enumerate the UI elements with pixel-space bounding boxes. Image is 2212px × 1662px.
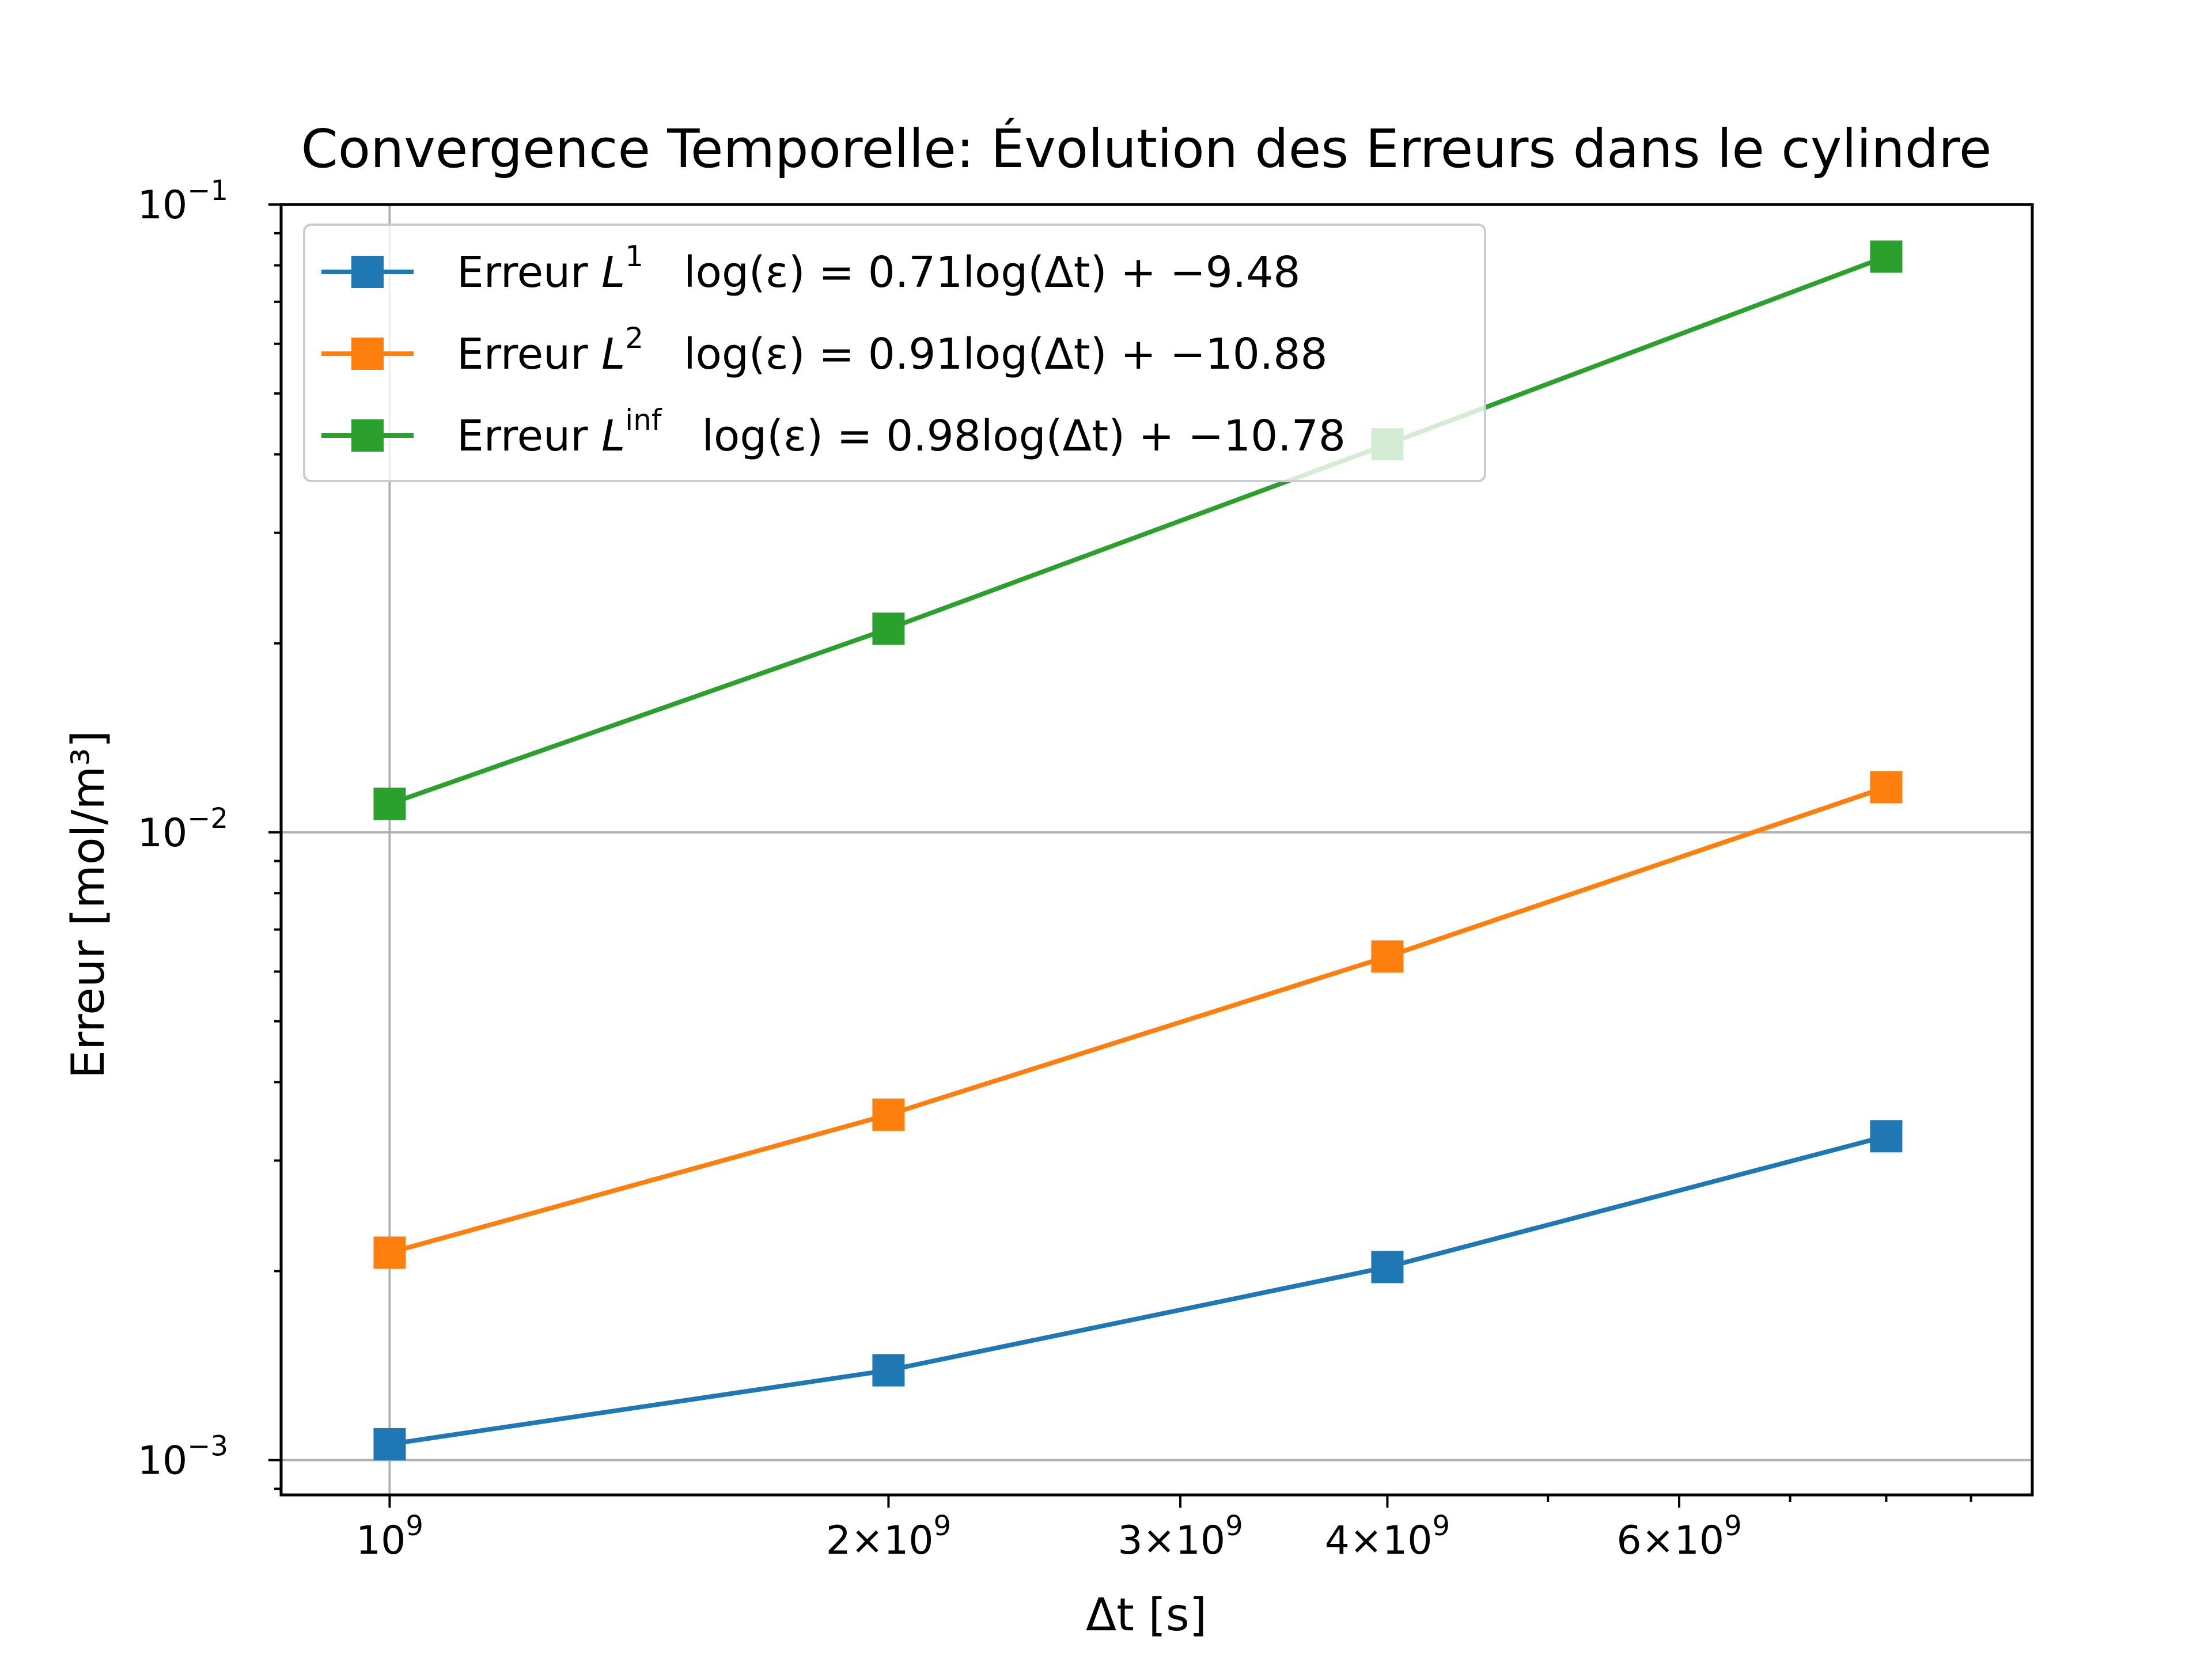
x-tick-label: 4×109 [1325,1510,1450,1563]
legend-fit: log(ε) = 0.98log(Δt) + −10.78 [702,411,1345,461]
data-point [373,1236,406,1269]
x-tick-mantissa: 6 [1616,1518,1641,1563]
data-point [872,1354,905,1387]
legend: Erreur L1 log(ε) = 0.71log(Δt) + −9.48Err… [303,224,1486,482]
x-tick-label: 109 [356,1510,423,1563]
chart-title: Convergence Temporelle: Évolution des Er… [301,118,1991,180]
legend-prefix: Erreur [457,411,601,461]
legend-label: Erreur L2 log(ε) = 0.91log(Δt) + −10.88 [457,321,1328,379]
legend-superscript: 1 [625,240,643,273]
data-point [872,612,905,645]
series-line [389,785,1887,1255]
legend-variable: L [601,248,625,297]
data-point [1870,771,1903,804]
x-tick-mantissa: 2 [826,1518,851,1563]
data-point [1371,940,1404,973]
x-tick-base: ×10 [1350,1518,1433,1563]
legend-prefix: Erreur [457,248,601,297]
legend-swatch-marker [351,419,384,452]
y-tick-base: 10 [138,811,188,856]
y-tick-base: 10 [138,183,188,228]
y-tick-label: 10−2 [138,802,228,856]
x-tick-base: ×10 [1642,1518,1725,1563]
plot-frame [279,203,2034,1497]
series-layer [373,240,1903,1460]
x-tick-base: ×10 [1143,1518,1226,1563]
x-tick-exponent: 9 [1225,1510,1243,1542]
legend-swatch-marker [351,256,384,288]
x-tick-label: 3×109 [1118,1510,1243,1563]
y-tick-exponent: −3 [187,1430,228,1463]
legend-item: Erreur L2 log(ε) = 0.91log(Δt) + −10.88 [321,321,1328,379]
x-tick-exponent: 9 [934,1510,952,1542]
legend-variable: L [601,330,625,379]
series-0 [373,1120,1903,1460]
legend-fit: log(ε) = 0.71log(Δt) + −9.48 [684,248,1300,297]
y-tick-exponent: −2 [187,802,228,835]
legend-variable: L [601,411,625,461]
data-point [872,1098,905,1131]
legend-fit: log(ε) = 0.91log(Δt) + −10.88 [684,330,1327,379]
data-point [1870,1120,1903,1153]
y-axis-label: Erreur [mol/m³] [63,730,115,1078]
x-tick-label: 2×109 [826,1510,951,1563]
series-line [389,254,1887,807]
legend-label: Erreur Linf log(ε) = 0.98log(Δt) + −10.78 [457,403,1346,461]
legend-prefix: Erreur [457,330,601,379]
series-line [389,1134,1887,1447]
data-point [373,1428,406,1460]
x-tick-base: ×10 [851,1518,934,1563]
x-tick-base: 10 [356,1518,406,1563]
x-tick-mantissa: 3 [1118,1518,1142,1563]
legend-swatch-marker [351,338,384,370]
legend-superscript: 2 [625,321,643,355]
legend-superscript: inf [625,403,662,437]
x-tick-exponent: 9 [1433,1510,1450,1542]
x-tick-label: 6×109 [1616,1510,1741,1563]
data-point [1870,240,1903,273]
x-tick-exponent: 9 [1724,1510,1742,1542]
data-point [373,788,406,820]
series-1 [373,771,1903,1269]
legend-label: Erreur L1 log(ε) = 0.71log(Δt) + −9.48 [457,240,1300,297]
data-point [1371,1251,1404,1284]
y-tick-label: 10−3 [138,1430,228,1484]
y-tick-base: 10 [138,1438,188,1484]
x-axis-label: Δt [s] [1086,1589,1207,1641]
legend-item: Erreur L1 log(ε) = 0.71log(Δt) + −9.48 [321,240,1300,297]
y-tick-label: 10−1 [138,175,228,228]
legend-box [303,224,1486,482]
x-tick-mantissa: 4 [1325,1518,1350,1563]
legend-item: Erreur Linf log(ε) = 0.98log(Δt) + −10.78 [321,403,1346,461]
x-tick-exponent: 9 [406,1510,423,1542]
y-tick-exponent: −1 [187,175,228,207]
